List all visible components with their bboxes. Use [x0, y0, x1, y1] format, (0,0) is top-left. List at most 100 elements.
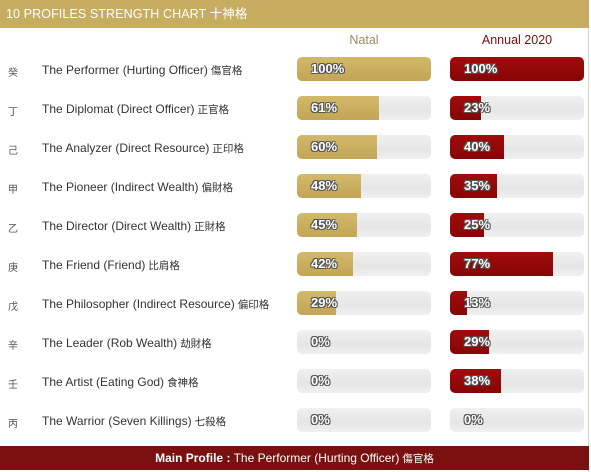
annual-value-label: 40% — [464, 139, 491, 154]
profile-row: 丁 The Diplomat (Direct Officer) 正官格 61% 23% — [0, 91, 589, 130]
profile-label: The Director (Direct Wealth) 正財格 — [42, 219, 226, 234]
main-profile-value-cn: 傷官格 — [402, 453, 434, 465]
annual-bar — [450, 213, 484, 237]
natal-value-label: 29% — [311, 295, 338, 310]
stem-glyph: 己 — [8, 146, 18, 157]
profile-label-cn: 劫財格 — [180, 338, 212, 350]
natal-value-label: 61% — [311, 100, 338, 115]
profile-label: The Performer (Hurting Officer) 傷官格 — [42, 63, 242, 78]
annual-bar-track: 23% — [450, 96, 584, 120]
profile-row: 壬 The Artist (Eating God) 食神格 0% 38% — [0, 364, 589, 403]
annual-value-label: 23% — [464, 100, 491, 115]
annual-bar — [450, 96, 481, 120]
natal-bar — [297, 213, 357, 237]
annual-value-label: 13% — [464, 295, 491, 310]
profile-label: The Analyzer (Direct Resource) 正印格 — [42, 141, 244, 156]
stem-glyph: 丁 — [8, 107, 18, 118]
annual-bar-track: 40% — [450, 135, 584, 159]
chart-title: 10 PROFILES STRENGTH CHART 十神格 — [0, 0, 589, 28]
annual-bar-track: 25% — [450, 213, 584, 237]
natal-value-label: 0% — [311, 334, 330, 349]
natal-bar-track: 0% — [297, 369, 431, 393]
profile-label-cn: 偏財格 — [201, 182, 234, 194]
natal-bar-track: 0% — [297, 408, 431, 432]
annual-bar-track: 0% — [450, 408, 584, 432]
natal-bar — [297, 252, 353, 276]
profile-label-en: The Pioneer (Indirect Wealth) — [42, 180, 199, 194]
natal-bar-track: 48% — [297, 174, 431, 198]
annual-value-label: 38% — [464, 373, 491, 388]
natal-bar-track: 42% — [297, 252, 431, 276]
annual-bar — [450, 330, 489, 354]
profile-row: 癸 The Performer (Hurting Officer) 傷官格 100% 1… — [0, 52, 589, 91]
annual-bar — [450, 135, 504, 159]
annual-value-label: 77% — [464, 256, 491, 271]
natal-value-label: 60% — [311, 139, 338, 154]
natal-value-label: 0% — [311, 412, 330, 427]
annual-bar — [450, 57, 584, 81]
main-profile-footer: Main Profile : The Performer (Hurting Of… — [0, 446, 589, 470]
profile-label: The Philosopher (Indirect Resource) 偏印格 — [42, 297, 269, 312]
stem-glyph: 丙 — [8, 419, 18, 430]
profile-label: The Leader (Rob Wealth) 劫財格 — [42, 336, 212, 351]
annual-bar — [450, 369, 501, 393]
annual-value-label: 35% — [464, 178, 491, 193]
annual-bar-track: 100% — [450, 57, 584, 81]
natal-value-label: 0% — [311, 373, 330, 388]
annual-value-label: 29% — [464, 334, 491, 349]
profile-label: The Friend (Friend) 比肩格 — [42, 258, 180, 273]
profile-label-cn: 正財格 — [194, 221, 226, 233]
annual-bar-track: 13% — [450, 291, 584, 315]
column-header-natal: Natal — [349, 33, 379, 47]
annual-bar — [450, 174, 497, 198]
natal-bar-track: 45% — [297, 213, 431, 237]
profile-label-en: The Diplomat (Direct Officer) — [42, 102, 195, 116]
annual-bar — [450, 291, 467, 315]
profile-row: 庚 The Friend (Friend) 比肩格 42% 77% — [0, 247, 589, 286]
annual-bar — [450, 252, 553, 276]
natal-bar-track: 61% — [297, 96, 431, 120]
annual-bar-track: 35% — [450, 174, 584, 198]
profile-label: The Warrior (Seven Killings) 七殺格 — [42, 414, 226, 429]
profile-label-cn: 正官格 — [197, 104, 229, 116]
column-header-annual: Annual 2020 — [481, 33, 553, 47]
profile-label-en: The Analyzer (Direct Resource) — [42, 141, 210, 155]
profile-label-cn: 傷官格 — [210, 65, 243, 77]
profile-row: 己 The Analyzer (Direct Resource) 正印格 60% 40% — [0, 130, 589, 169]
natal-bar-track: 29% — [297, 291, 431, 315]
profile-row: 乙 The Director (Direct Wealth) 正財格 45% 25% — [0, 208, 589, 247]
profile-label-cn: 比肩格 — [148, 260, 180, 272]
natal-bar — [297, 174, 361, 198]
profile-label: The Pioneer (Indirect Wealth) 偏財格 — [42, 180, 233, 195]
annual-bar-track: 29% — [450, 330, 584, 354]
profile-label-cn: 正印格 — [212, 143, 244, 155]
annual-bar-track: 77% — [450, 252, 584, 276]
stem-glyph: 癸 — [8, 68, 18, 79]
natal-bar — [297, 135, 377, 159]
stem-glyph: 戊 — [8, 302, 18, 313]
natal-bar-track: 60% — [297, 135, 431, 159]
stem-glyph: 壬 — [8, 380, 18, 391]
profile-label-en: The Performer (Hurting Officer) — [42, 63, 208, 77]
profile-label-cn: 偏印格 — [237, 299, 270, 311]
natal-bar — [297, 291, 336, 315]
profile-label-cn: 七殺格 — [194, 416, 227, 428]
profile-label: The Artist (Eating God) 食神格 — [42, 375, 199, 390]
annual-value-label: 0% — [464, 412, 483, 427]
natal-value-label: 48% — [311, 178, 338, 193]
natal-bar — [297, 57, 431, 81]
profile-label-en: The Warrior (Seven Killings) — [42, 414, 192, 428]
natal-value-label: 45% — [311, 217, 338, 232]
natal-bar-track: 100% — [297, 57, 431, 81]
stem-glyph: 辛 — [8, 341, 18, 352]
annual-value-label: 100% — [464, 61, 498, 76]
stem-glyph: 甲 — [8, 185, 18, 196]
profile-row: 辛 The Leader (Rob Wealth) 劫財格 0% 29% — [0, 325, 589, 364]
natal-bar-track: 0% — [297, 330, 431, 354]
profile-row: 戊 The Philosopher (Indirect Resource) 偏印格 2… — [0, 286, 589, 325]
natal-value-label: 42% — [311, 256, 338, 271]
profile-label-en: The Friend (Friend) — [42, 258, 146, 272]
main-profile-value: The Performer (Hurting Officer) — [233, 451, 400, 465]
profile-label-en: The Director (Direct Wealth) — [42, 219, 192, 233]
